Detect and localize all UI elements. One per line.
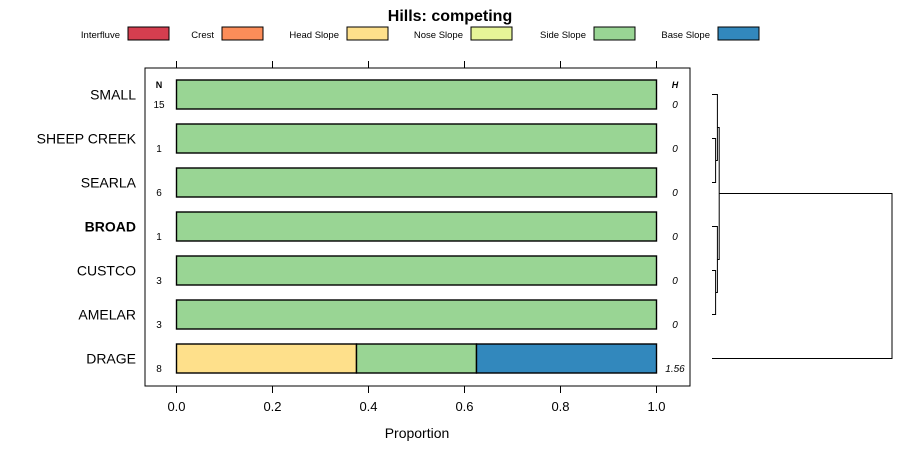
x-axis: 0.0 0.2 0.4 0.6 0.8 1.0 [167,386,666,414]
row-h-value: 0 [672,100,678,111]
bar-rows: SMALL 15 0 SHEEP CREEK 1 0 SEARLA 6 0 BROAD 1 0 CUST… [37,79,685,375]
row-n-value: 6 [156,188,162,199]
legend-label: Crest [191,30,214,41]
row-h-value: 1.56 [665,364,685,375]
legend-swatch [346,26,389,41]
legend-swatch [593,26,636,41]
row-n-value: 1 [156,232,162,243]
dendrogram-link [712,270,717,315]
bar-segment [475,343,658,374]
row-label: SHEEP CREEK [37,131,137,147]
x-axis-label: Proportion [385,425,450,441]
dendrogram-link [712,193,893,359]
chart-title: Hills: competing [388,8,512,25]
row-h-value: 0 [672,232,678,243]
row-n-value: 3 [156,276,162,287]
bar-segment [175,255,658,286]
row-label: CUSTCO [77,263,136,279]
legend-swatch [717,26,760,41]
x-tick-label: 0.8 [551,399,569,414]
row-h-value: 0 [672,144,678,155]
row-n-value: 1 [156,144,162,155]
row-n-value: 8 [156,364,162,375]
x-tick-label: 0.4 [359,399,377,414]
plot-frame [144,67,691,387]
row-label: SEARLA [81,175,137,191]
n-column-header: N [156,80,163,90]
x-tick-label: 0.2 [263,399,281,414]
legend-label: Base Slope [661,30,710,41]
dendrogram-link [712,226,718,293]
row-label: AMELAR [78,307,136,323]
bar-segment [175,343,358,374]
row-label: DRAGE [86,351,136,367]
x-tick-label: 0.6 [455,399,473,414]
row-h-value: 0 [672,276,678,287]
x-tick-label: 1.0 [647,399,665,414]
legend-label: Nose Slope [414,30,463,41]
row-label: BROAD [85,219,136,235]
row-h-value: 0 [672,320,678,331]
legend-label: Head Slope [289,30,339,41]
legend-swatch [221,26,264,41]
dendrogram-link [712,138,717,183]
bar-segment [355,343,478,374]
dendrogram [712,94,893,359]
bar-segment [175,79,658,110]
row-n-value: 3 [156,320,162,331]
legend-label: Interfluve [81,30,120,41]
row-h-value: 0 [672,188,678,199]
bar-segment [175,211,658,242]
dendrogram-link [712,94,718,161]
row-n-value: 15 [153,100,165,111]
row-label: SMALL [90,87,136,103]
top-axis-ticks [176,61,657,68]
legend-swatch [470,26,513,41]
x-tick-label: 0.0 [167,399,185,414]
bar-segment [175,123,658,154]
legend: Interfluve Crest Head Slope Nose Slope Side … [81,26,760,41]
legend-label: Side Slope [540,30,586,41]
bar-segment [175,299,658,330]
bar-segment [175,167,658,198]
h-column-header: H [672,80,679,90]
legend-swatch [127,26,170,41]
